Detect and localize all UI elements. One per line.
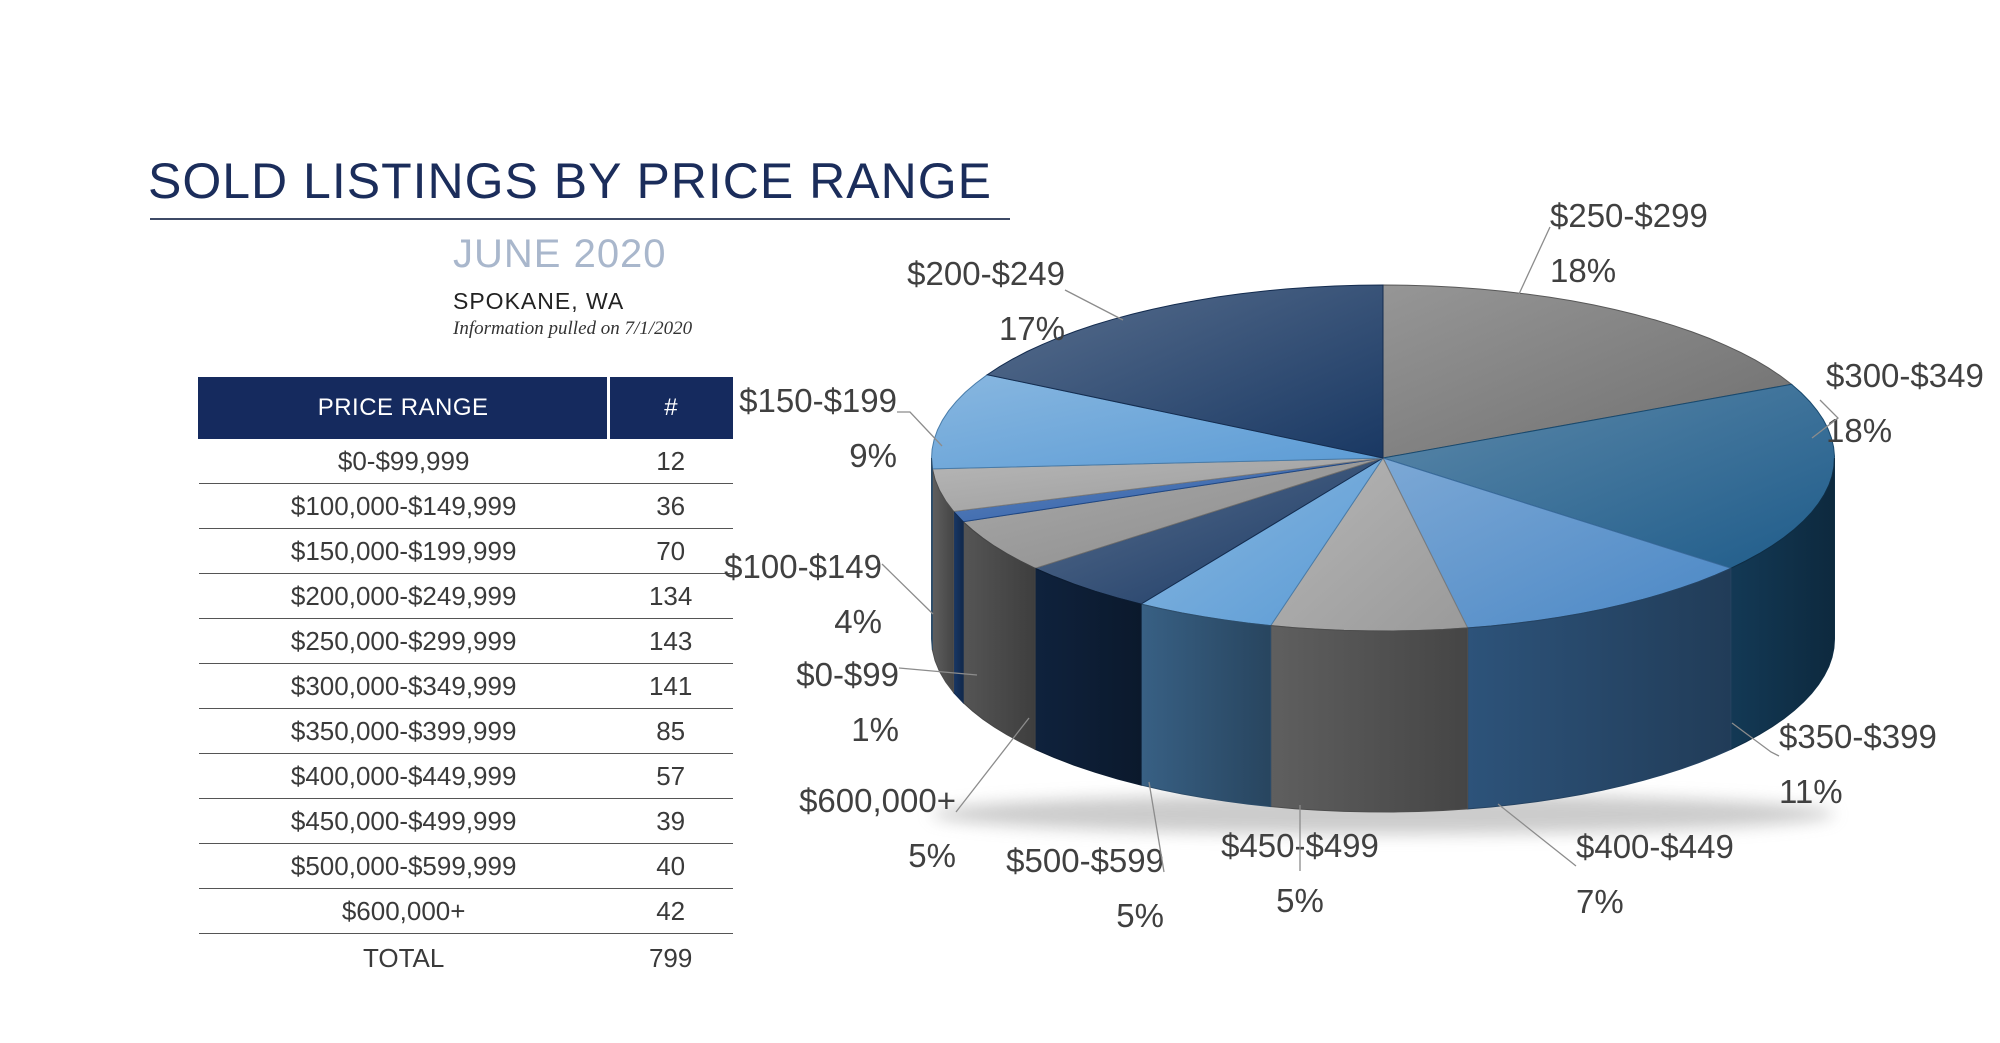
svg-text:$350-$399: $350-$399 — [1779, 718, 1937, 755]
svg-text:18%: 18% — [1550, 252, 1616, 289]
svg-text:$100-$149: $100-$149 — [724, 548, 882, 585]
svg-text:$500-$599: $500-$599 — [1006, 842, 1164, 879]
svg-text:5%: 5% — [1116, 897, 1164, 934]
svg-text:$150-$199: $150-$199 — [739, 382, 897, 419]
svg-text:9%: 9% — [849, 437, 897, 474]
svg-text:17%: 17% — [999, 310, 1065, 347]
svg-text:$400-$449: $400-$449 — [1576, 828, 1734, 865]
svg-text:7%: 7% — [1576, 883, 1624, 920]
svg-text:1%: 1% — [851, 711, 899, 748]
svg-text:$600,000+: $600,000+ — [799, 782, 956, 819]
svg-text:11%: 11% — [1779, 773, 1843, 810]
svg-text:$300-$349: $300-$349 — [1826, 357, 1984, 394]
svg-text:$0-$99: $0-$99 — [796, 656, 899, 693]
svg-text:$200-$249: $200-$249 — [907, 255, 1065, 292]
svg-text:5%: 5% — [1276, 882, 1324, 919]
svg-text:$250-$299: $250-$299 — [1550, 197, 1708, 234]
svg-text:4%: 4% — [834, 603, 882, 640]
svg-text:18%: 18% — [1826, 412, 1892, 449]
svg-text:5%: 5% — [908, 837, 956, 874]
